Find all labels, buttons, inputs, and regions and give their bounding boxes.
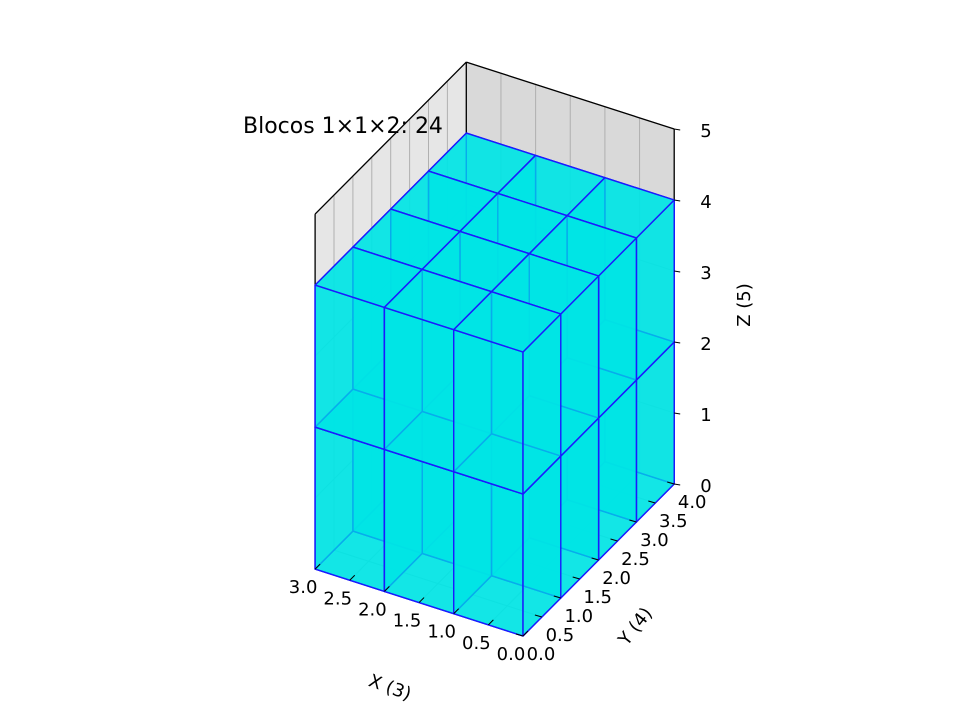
block — [453, 291, 562, 495]
z-tick-mark — [674, 128, 681, 131]
axis-ticks: 0.00.51.01.52.02.53.00.00.51.01.52.02.53… — [289, 121, 712, 665]
x-tick-label: 1.5 — [393, 611, 422, 632]
block-face-front — [314, 426, 386, 593]
block-face-front — [453, 329, 524, 495]
x-axis-label: X (3) — [366, 671, 414, 706]
frame-edge — [314, 61, 467, 215]
y-tick-label: 1.5 — [583, 587, 612, 608]
z-tick-label: 5 — [700, 121, 711, 142]
y-tick-label: 0.5 — [546, 625, 575, 646]
y-tick-mark — [667, 481, 675, 485]
y-tick-label: 4.0 — [678, 492, 707, 513]
block-face-front — [314, 284, 386, 451]
z-tick-label: 3 — [700, 263, 711, 284]
y-tick-mark — [515, 633, 524, 637]
x-tick-label: 1.0 — [427, 622, 456, 643]
y-tick-label: 0.0 — [527, 644, 556, 665]
y-axis-label: Y (4) — [614, 604, 657, 651]
y-tick-label: 2.5 — [621, 549, 650, 570]
z-tick-mark — [674, 341, 681, 344]
x-tick-mark — [522, 630, 529, 637]
z-tick-label: 2 — [700, 334, 711, 355]
y-tick-mark — [610, 538, 618, 542]
z-tick-mark — [674, 199, 681, 202]
x-tick-label: 2.0 — [358, 599, 387, 620]
y-tick-label: 3.0 — [640, 530, 669, 551]
y-tick-mark — [534, 614, 543, 618]
z-tick-mark — [674, 270, 681, 273]
blocks-group — [314, 132, 675, 637]
y-tick-label: 3.5 — [659, 511, 688, 532]
z-tick-mark — [674, 483, 681, 486]
y-tick-mark — [591, 557, 599, 561]
y-tick-mark — [629, 519, 637, 523]
x-tick-mark — [349, 574, 356, 581]
x-tick-label: 2.5 — [323, 588, 352, 609]
x-tick-mark — [384, 586, 390, 592]
z-tick-label: 4 — [700, 192, 711, 213]
chart-title: Blocos 1×1×2: 24 — [243, 114, 443, 139]
x-tick-mark — [487, 619, 494, 626]
x-tick-label: 3.0 — [289, 577, 318, 598]
block-face-front — [383, 448, 455, 615]
y-tick-label: 2.0 — [602, 568, 631, 589]
block-face-front — [453, 471, 524, 637]
y-tick-mark — [648, 500, 656, 504]
x-tick-label: 0.0 — [497, 644, 526, 665]
frame-edge — [466, 61, 675, 130]
x-tick-mark — [314, 563, 321, 570]
z-axis-label: Z (5) — [734, 283, 755, 327]
x-tick-mark — [418, 597, 425, 603]
z-tick-label: 0 — [700, 476, 711, 497]
x-tick-label: 0.5 — [462, 633, 491, 654]
y-tick-label: 1.0 — [564, 606, 593, 627]
z-tick-mark — [674, 412, 681, 415]
y-tick-mark — [553, 595, 561, 599]
block-face-front — [383, 306, 455, 473]
x-tick-mark — [453, 608, 460, 615]
z-tick-label: 1 — [700, 405, 711, 426]
y-tick-mark — [572, 576, 580, 580]
block-face-top — [453, 291, 562, 353]
